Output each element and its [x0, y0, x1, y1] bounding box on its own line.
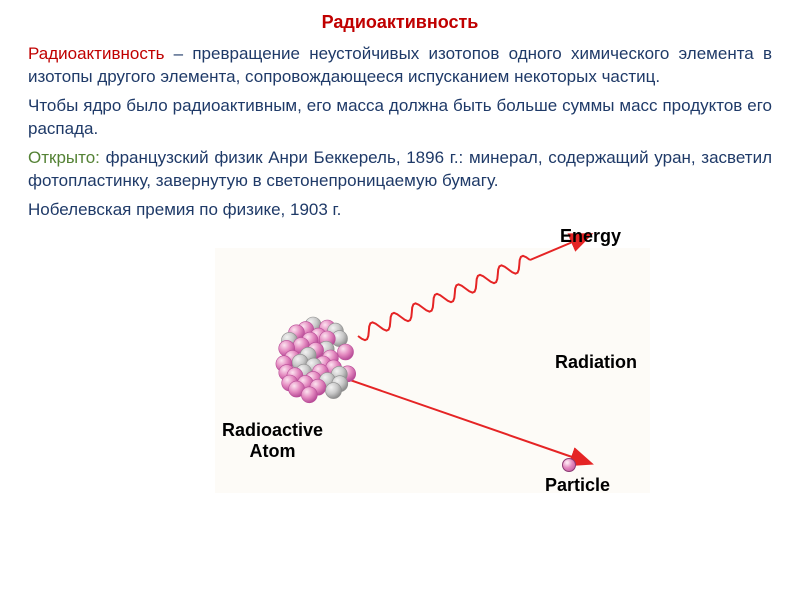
discovery-rest: французский физик Анри Беккерель, 1896 г…: [28, 148, 772, 190]
radiation-arrow: [350, 380, 575, 458]
atom-label-line2: Atom: [250, 441, 296, 461]
definition-paragraph: Радиоактивность – превращение неустойчив…: [28, 43, 772, 89]
discovery-paragraph: Открыто: французский физик Анри Беккерел…: [28, 147, 772, 193]
emitted-particle-icon: [562, 458, 576, 472]
term-word: Радиоактивность: [28, 44, 164, 63]
particle-label: Particle: [545, 475, 610, 496]
atom-label-line1: Radioactive: [222, 420, 323, 440]
atom-nucleus: [276, 317, 356, 403]
energy-label: Energy: [560, 226, 621, 247]
page-title: Радиоактивность: [28, 12, 772, 33]
condition-paragraph: Чтобы ядро было радиоактивным, его масса…: [28, 95, 772, 141]
atom-label: Radioactive Atom: [222, 420, 323, 463]
nobel-paragraph: Нобелевская премия по физике, 1903 г.: [28, 199, 772, 222]
radiation-label: Radiation: [555, 352, 637, 373]
discovered-prefix: Открыто:: [28, 148, 100, 167]
radioactivity-diagram: Energy Radiation Particle Radioactive At…: [130, 230, 670, 510]
energy-wave: [358, 255, 530, 339]
